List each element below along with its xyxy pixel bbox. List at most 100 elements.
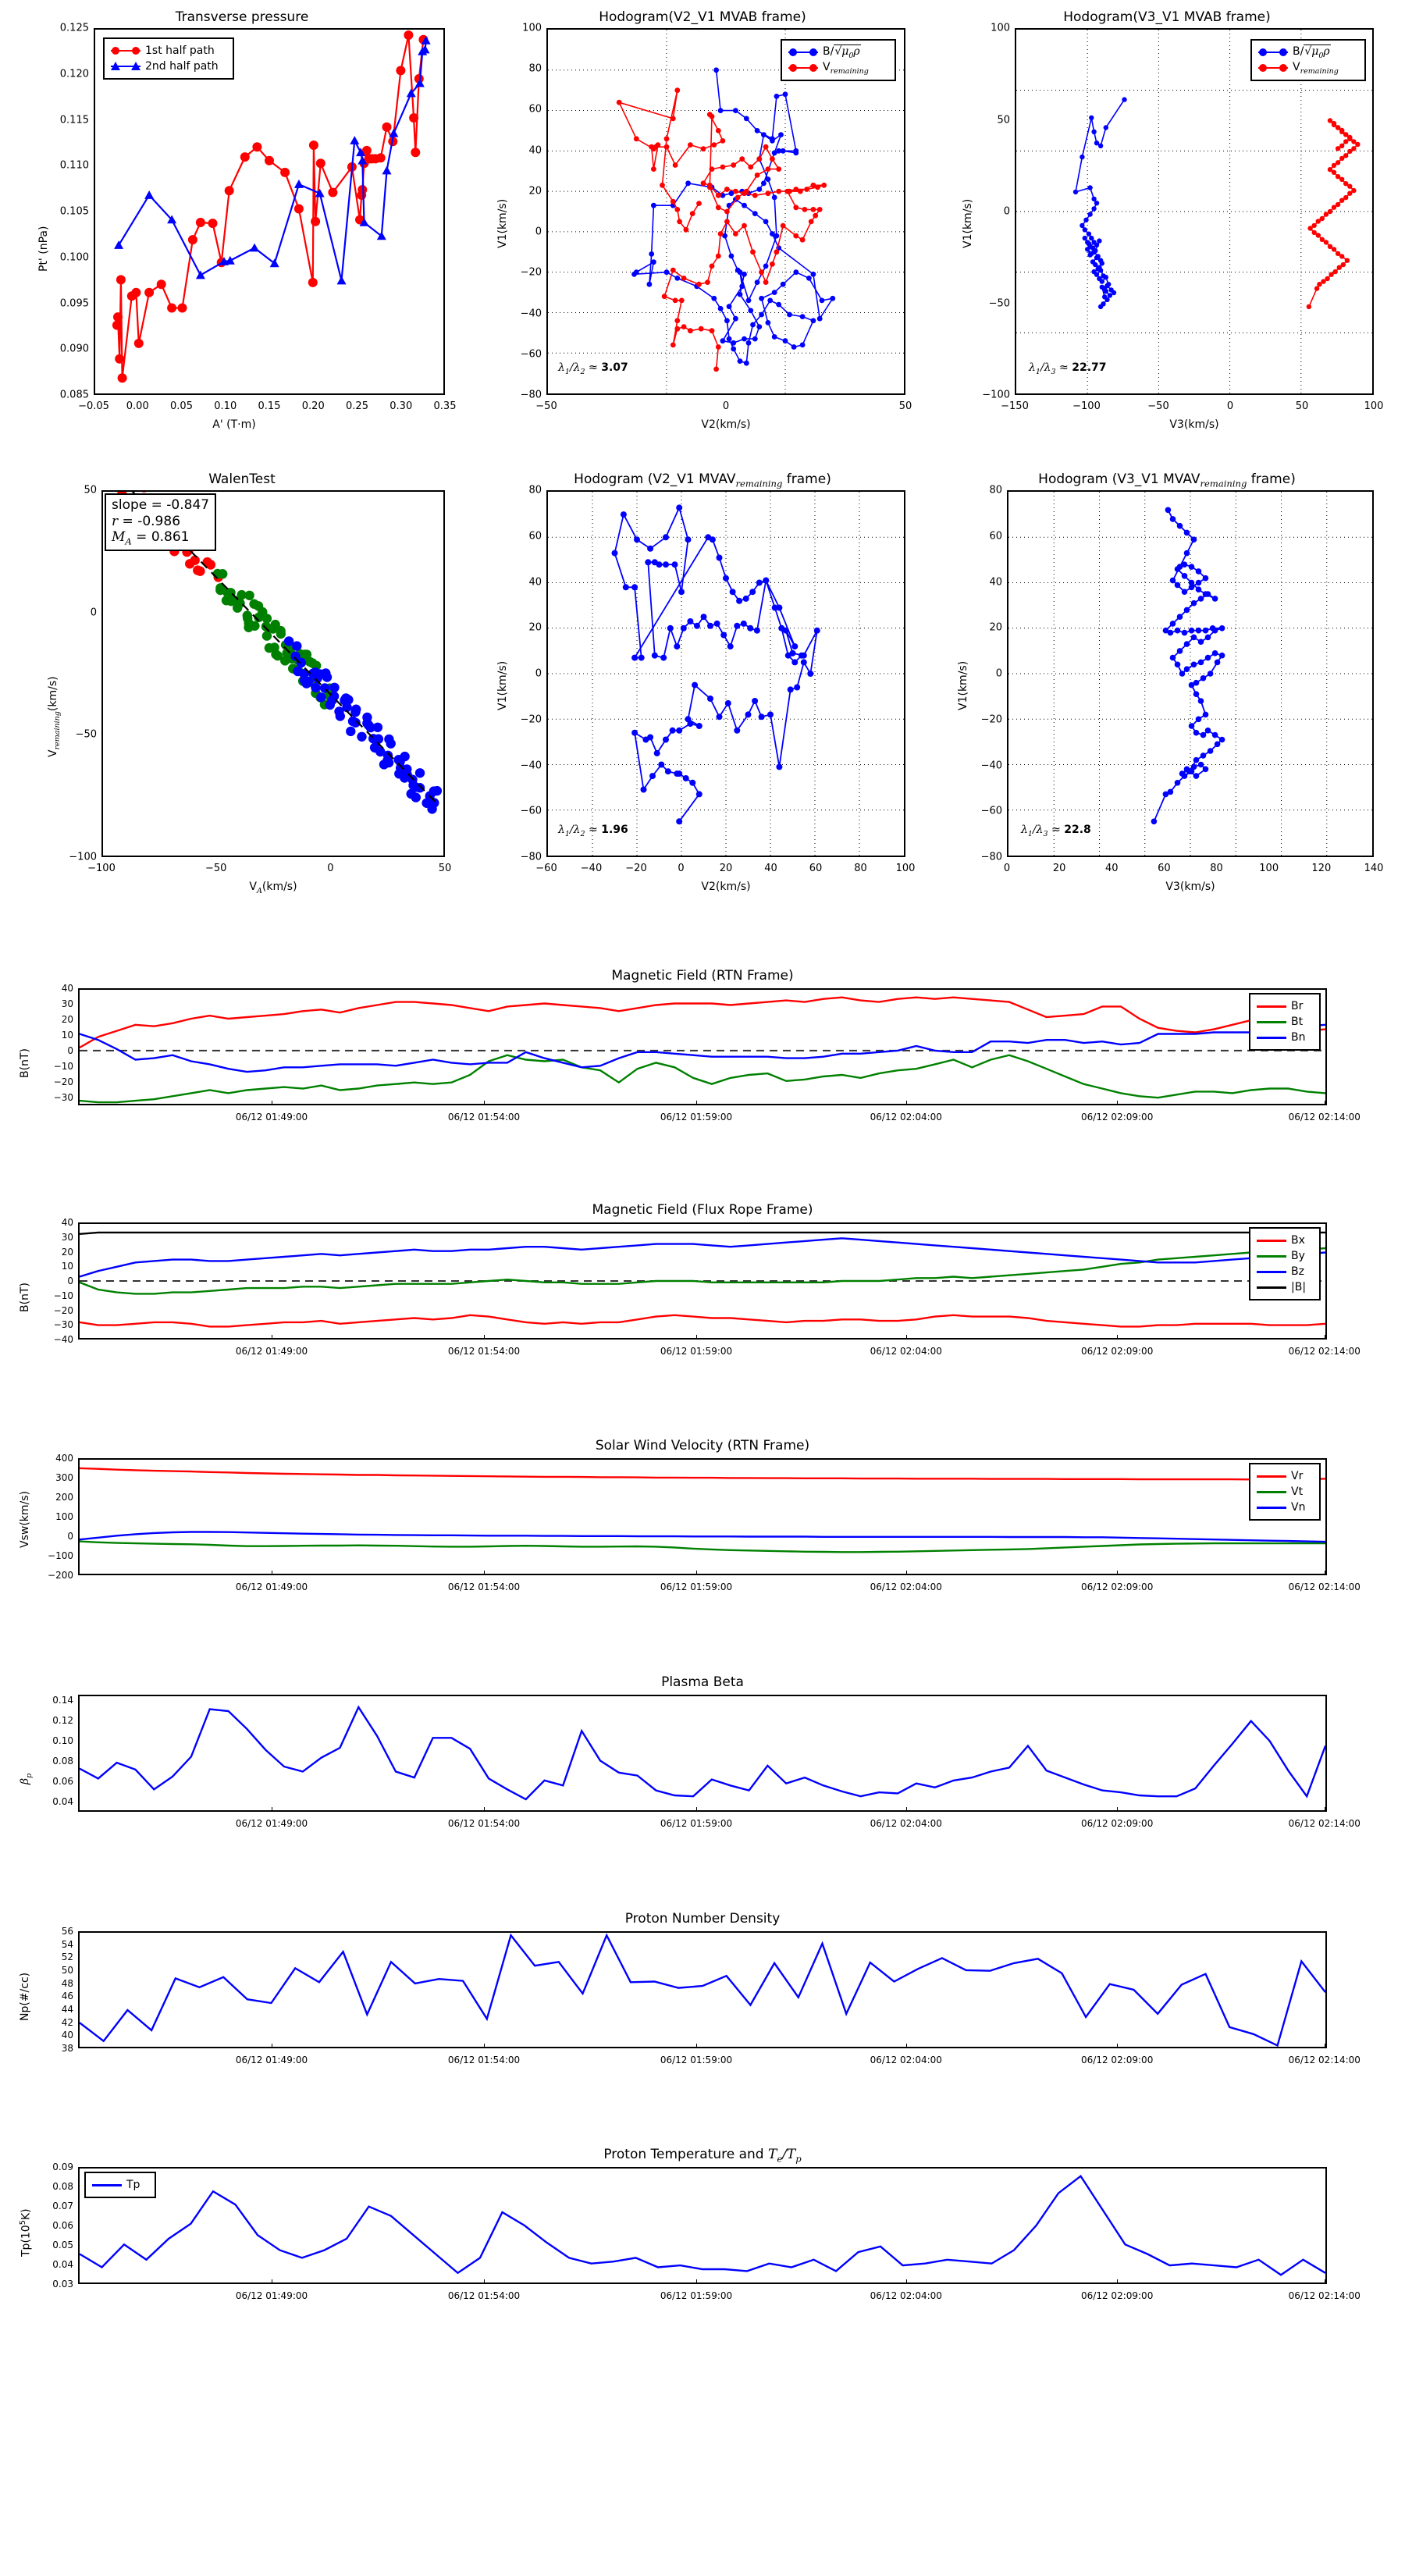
y-tick-label: −10 <box>53 1061 73 1072</box>
panel-hodogram-v2v1-mvab: Hodogram(V2_V1 MVAB frame) −80 −60 −40 −20 0… <box>484 6 921 443</box>
y-tick-label: 20 <box>528 185 542 197</box>
legend-swatch-line <box>1257 1002 1286 1011</box>
x-tick-label-time: 06/12 02:04:00 <box>870 2290 942 2301</box>
x-tick-mark <box>696 1101 697 1105</box>
legend-label-v-remaining: Vremaining <box>1293 60 1339 76</box>
x-tick-label: 120 <box>1311 863 1332 874</box>
y-tick-label: 60 <box>528 103 542 116</box>
eigenvalue-ratio-value: 1.96 <box>601 824 628 836</box>
x-tick-label-time: 06/12 02:09:00 <box>1081 2055 1154 2065</box>
panel-proton-temp: Proton Temperature and Te/Tp 0.03 0.04 0.05… <box>0 2147 1405 2331</box>
y-axis-label: B(nT) <box>19 1048 31 1078</box>
legend-item: Vt <box>1257 1484 1313 1500</box>
y-tick-label: 0.14 <box>52 1694 73 1706</box>
y-tick-label: −80 <box>520 851 542 863</box>
x-tick-label: 20 <box>1052 863 1066 874</box>
y-tick-label: −20 <box>520 266 542 279</box>
plot-area <box>78 2167 1327 2284</box>
x-tick-label-time: 06/12 02:09:00 <box>1081 1818 1154 1829</box>
y-tick-label: 0.05 <box>52 2240 73 2250</box>
y-tick-label: 0.110 <box>59 159 89 172</box>
x-tick-mark <box>484 2279 485 2284</box>
x-tick-label-time: 06/12 02:09:00 <box>1081 1346 1154 1357</box>
y-tick-label: −50 <box>988 297 1010 309</box>
eigenvalue-ratio-value: 22.8 <box>1064 824 1091 836</box>
panel-title-pre: Hodogram (V2_V1 MVAV <box>574 471 736 487</box>
hodogram-v2v1-mvab-series <box>548 30 904 393</box>
y-tick-label: −100 <box>48 1550 73 1561</box>
legend-label-v-remaining: Vremaining <box>823 60 869 76</box>
x-tick-label: 100 <box>895 863 916 874</box>
hodogram-v3v1-mvab-series <box>1016 30 1372 393</box>
y-tick-label: 60 <box>528 530 542 543</box>
y-tick-label: 0.090 <box>59 343 89 355</box>
panel-hodogram-v2v1-mvav: Hodogram (V2_V1 MVAVremaining frame) −80… <box>484 468 921 906</box>
eigenvalue-ratio-value: 3.07 <box>601 361 628 374</box>
panel-title-post: frame) <box>782 471 831 487</box>
y-tick-label: 52 <box>61 1952 73 1963</box>
x-tick-label: 0 <box>1226 400 1234 412</box>
legend-swatch-blue <box>1258 48 1288 57</box>
x-tick-mark <box>1117 1335 1119 1340</box>
x-tick-label: 0 <box>1003 863 1011 874</box>
legend-swatch-red <box>788 63 818 73</box>
legend-item: Bz <box>1257 1264 1313 1279</box>
y-tick-label: −200 <box>48 1570 73 1581</box>
x-axis-label: A' (T·m) <box>212 418 256 431</box>
x-tick-label: −150 <box>1001 400 1029 412</box>
x-tick-label: 100 <box>1259 863 1279 874</box>
x-tick-mark <box>696 2279 697 2284</box>
x-tick-mark <box>1117 1101 1119 1105</box>
x-tick-label: 40 <box>1105 863 1119 874</box>
y-tick-label: 0.04 <box>52 1795 73 1807</box>
y-tick-label: 40 <box>528 144 542 157</box>
y-tick-label: 300 <box>55 1472 73 1483</box>
legend-item: By <box>1257 1248 1313 1264</box>
x-tick-label: 0 <box>327 863 334 874</box>
y-tick-label: −10 <box>53 1290 73 1301</box>
x-tick-label-time: 06/12 02:14:00 <box>1288 1346 1361 1357</box>
y-axis-label: B(nT) <box>19 1283 31 1312</box>
x-tick-mark <box>905 1101 907 1105</box>
x-tick-label: 0.05 <box>170 400 193 412</box>
x-tick-label: −100 <box>87 863 116 874</box>
y-tick-label: 80 <box>528 62 542 75</box>
y-tick-label: −20 <box>53 1304 73 1316</box>
y-tick-label: −30 <box>53 1092 73 1103</box>
plot-area <box>1015 28 1374 395</box>
x-tick-label: 0 <box>722 400 730 412</box>
legend-item: Bx <box>1257 1233 1313 1248</box>
y-tick-label: 80 <box>989 484 1002 496</box>
x-tick-label-time: 06/12 01:54:00 <box>447 1818 521 1829</box>
y-tick-label: 0.095 <box>59 297 89 309</box>
legend-swatch-line <box>1257 1487 1286 1496</box>
eigenvalue-ratio-annotation: λ1/λ2 ≈ 3.07 <box>558 361 628 376</box>
x-tick-label-time: 06/12 01:59:00 <box>660 1818 733 1829</box>
x-tick-label-time: 06/12 01:54:00 <box>447 1112 521 1123</box>
y-tick-label: 30 <box>61 998 73 1009</box>
legend-item: |B| <box>1257 1279 1313 1295</box>
y-tick-label: 0.08 <box>52 1755 73 1767</box>
y-tick-label: 200 <box>55 1492 73 1503</box>
panel-title-sub: remaining <box>735 478 783 489</box>
y-tick-label: −80 <box>520 389 542 401</box>
y-tick-label: −20 <box>53 1076 73 1087</box>
r-stat: r = -0.986 <box>112 513 181 529</box>
y-tick-label: 20 <box>989 621 1002 634</box>
y-tick-label: 0 <box>67 1045 73 1056</box>
y-tick-label: 0.125 <box>59 22 89 34</box>
y-axis-label: βp <box>19 1773 34 1784</box>
legend-item: Vremaining <box>1258 60 1358 76</box>
mag-rtn-series <box>80 996 1325 1104</box>
y-tick-label: −20 <box>520 713 542 726</box>
y-tick-label: 0.06 <box>52 1775 73 1787</box>
x-tick-label: 40 <box>764 863 777 874</box>
y-tick-label: −60 <box>520 348 542 361</box>
x-tick-label-time: 06/12 02:14:00 <box>1288 1112 1361 1123</box>
x-tick-label-time: 06/12 01:54:00 <box>447 1582 521 1592</box>
legend-item: Br <box>1257 998 1313 1014</box>
legend: Tp <box>84 2172 156 2198</box>
panel-title: Hodogram(V2_V1 MVAB frame) <box>599 9 806 25</box>
r-value: -0.986 <box>137 513 181 529</box>
panel-hodogram-v3v1-mvav: Hodogram (V3_V1 MVAVremaining frame) −80… <box>944 468 1389 906</box>
